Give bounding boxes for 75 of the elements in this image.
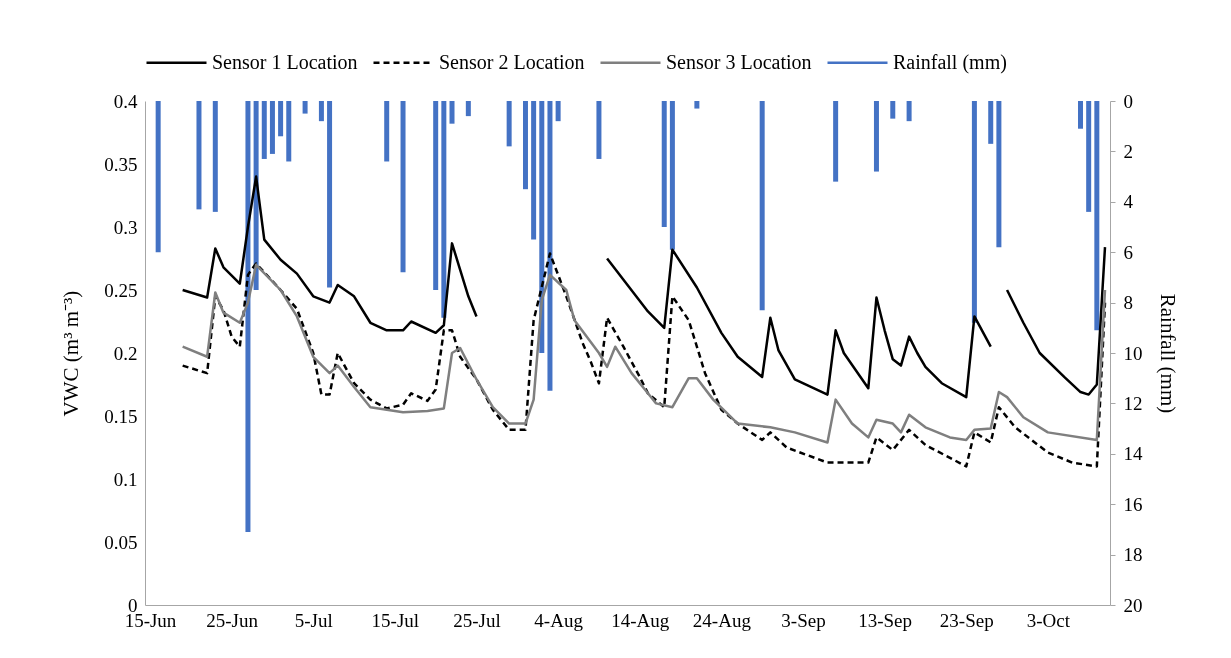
y2-axis-title: Rainfall (mm) [1155, 293, 1180, 414]
bar [196, 101, 202, 210]
y2-tick-label: 4 [1123, 191, 1134, 213]
y-tick-label: 0.1 [113, 468, 138, 490]
line-series [181, 252, 1107, 468]
y-tick-label: 0.25 [104, 279, 138, 301]
y2-tick-label: 20 [1123, 594, 1143, 616]
y2-tick-label: 14 [1123, 443, 1143, 465]
y2-tick-label: 16 [1123, 493, 1143, 515]
y-tick-label: 0.05 [104, 531, 138, 553]
bar [1086, 101, 1092, 212]
bar [400, 101, 406, 273]
bar [302, 101, 308, 114]
bar [906, 101, 912, 122]
bar [384, 101, 390, 162]
bar [996, 101, 1002, 248]
bar [833, 101, 839, 182]
x-tick-label: 23-Sep [939, 609, 994, 631]
y-tick-label: 0.3 [113, 216, 138, 238]
y2-tick-label: 18 [1123, 544, 1143, 566]
y2-tick-label: 8 [1123, 292, 1133, 314]
y-axis-title: VWC (m³ m⁻³) [59, 290, 84, 417]
bar [433, 101, 439, 290]
y-tick-label: 0.15 [104, 405, 138, 427]
y2-tick-label: 12 [1123, 392, 1143, 414]
x-tick-label: 15-Jul [371, 609, 420, 631]
bar [327, 101, 333, 288]
bar [890, 101, 896, 119]
bar [212, 101, 218, 212]
y2-tick-label: 10 [1123, 342, 1143, 364]
bar [669, 101, 675, 250]
bar [596, 101, 602, 159]
bar [547, 101, 553, 391]
bar [269, 101, 275, 154]
bar [465, 101, 471, 117]
bar [155, 101, 161, 253]
y2-tick-label: 0 [1123, 90, 1133, 112]
bar [661, 101, 667, 227]
bar [522, 101, 528, 190]
x-tick-label: 25-Jul [453, 609, 501, 631]
x-tick-label: 24-Aug [692, 609, 752, 631]
x-tick-label: 14-Aug [611, 609, 670, 631]
y-tick-label: 0.35 [104, 153, 138, 175]
bar [988, 101, 994, 144]
legend-label: Sensor 1 Location [212, 50, 358, 73]
x-tick-label: 25-Jun [206, 609, 259, 631]
x-tick-label: 3-Oct [1026, 609, 1071, 631]
bar [1094, 101, 1100, 331]
bar [286, 101, 292, 162]
x-tick-label: 5-Jul [294, 609, 333, 631]
y2-tick-label: 2 [1123, 140, 1133, 162]
bar [449, 101, 455, 124]
bar [555, 101, 561, 122]
bar [441, 101, 447, 318]
bar [1078, 101, 1084, 129]
line-series [181, 263, 1107, 444]
bar [245, 101, 251, 532]
bar [873, 101, 879, 172]
x-tick-label: 3-Sep [781, 609, 826, 631]
x-tick-label: 4-Aug [534, 609, 584, 631]
bar [261, 101, 267, 159]
bar [971, 101, 977, 323]
y-tick-label: 0.4 [113, 90, 138, 112]
bar [506, 101, 512, 147]
bar [531, 101, 537, 240]
y2-tick-label: 6 [1123, 241, 1133, 263]
bar [759, 101, 765, 311]
x-tick-label: 13-Sep [858, 609, 913, 631]
legend-label: Rainfall (mm) [893, 50, 1007, 74]
bar [318, 101, 324, 122]
legend-label: Sensor 3 Location [666, 50, 812, 73]
y-tick-label: 0.2 [113, 342, 138, 364]
bar [694, 101, 700, 109]
legend-label: Sensor 2 Location [439, 50, 585, 73]
bar [278, 101, 284, 137]
